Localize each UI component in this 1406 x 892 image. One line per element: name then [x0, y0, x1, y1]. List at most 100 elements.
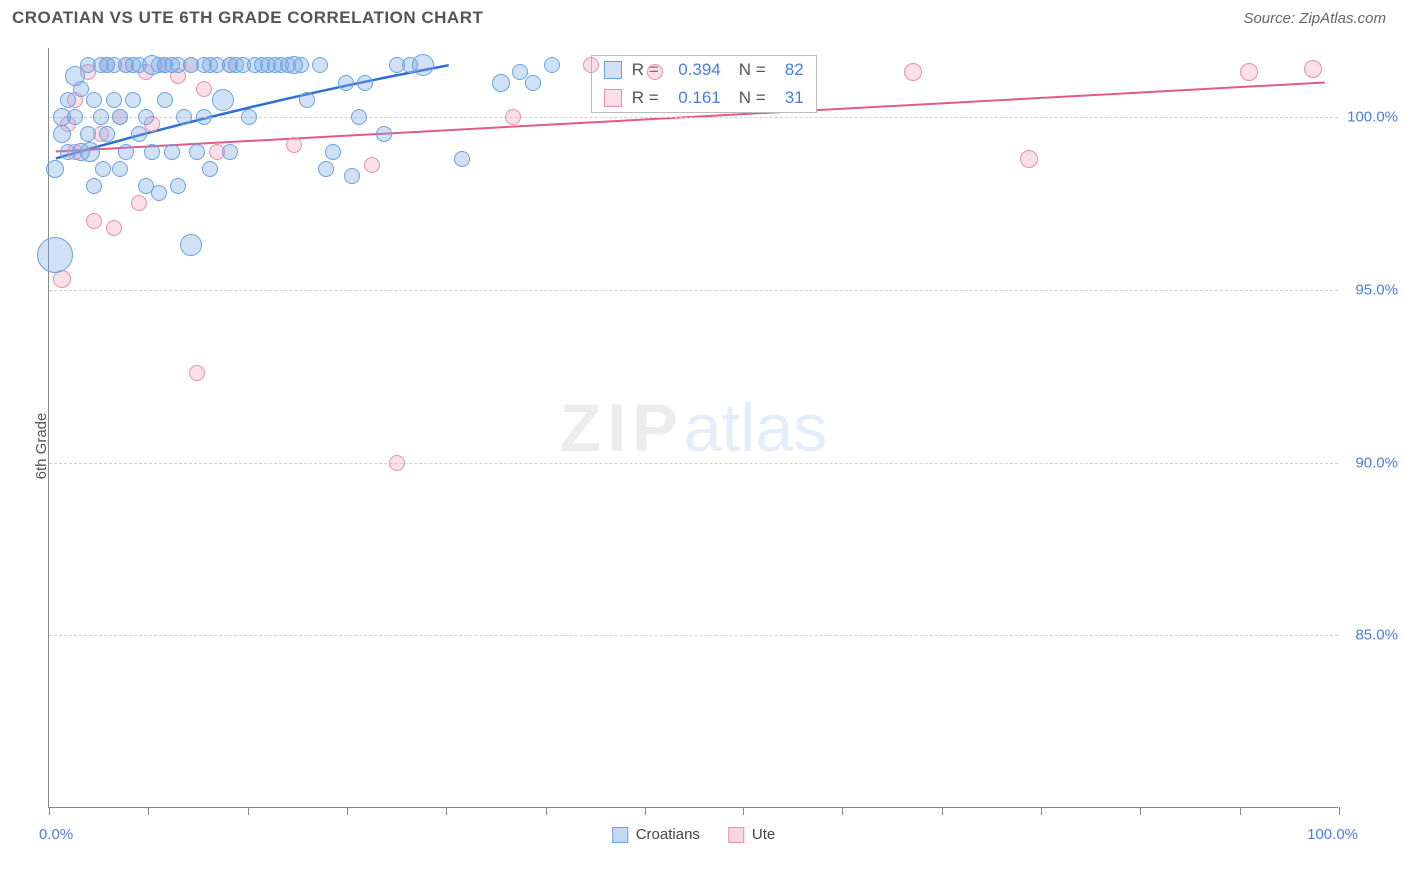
data-point [106, 220, 122, 236]
data-point [312, 57, 328, 73]
data-point [164, 144, 180, 160]
x-tick [942, 807, 943, 815]
x-tick [248, 807, 249, 815]
data-point [151, 185, 167, 201]
x-axis-min: 0.0% [39, 826, 73, 843]
watermark-zip: ZIP [560, 390, 684, 466]
x-tick [347, 807, 348, 815]
data-point [189, 365, 205, 381]
x-axis-max: 100.0% [1307, 826, 1358, 843]
data-point [904, 63, 922, 81]
legend-swatch [612, 827, 628, 843]
grid-line [49, 463, 1338, 464]
legend-swatch [604, 89, 622, 107]
data-point [357, 75, 373, 91]
data-point [144, 144, 160, 160]
n-label: N = [739, 88, 766, 108]
data-point [454, 151, 470, 167]
data-point [106, 92, 122, 108]
data-point [93, 109, 109, 125]
data-point [351, 109, 367, 125]
data-point [170, 178, 186, 194]
data-point [196, 109, 212, 125]
correlation-row: R = 0.161 N = 31 [592, 84, 816, 112]
y-tick-label: 95.0% [1355, 281, 1398, 298]
correlation-row: R =0.394N =82 [592, 56, 816, 84]
legend-swatch [604, 61, 622, 79]
data-point [189, 144, 205, 160]
data-point [86, 178, 102, 194]
n-value: 31 [776, 88, 804, 108]
legend-swatch [728, 827, 744, 843]
series-legend: Croatians Ute [612, 826, 776, 843]
data-point [80, 142, 100, 162]
x-tick [148, 807, 149, 815]
data-point [95, 161, 111, 177]
legend-item: Ute [728, 826, 775, 843]
data-point [1304, 60, 1322, 78]
x-tick [645, 807, 646, 815]
data-point [67, 109, 83, 125]
data-point [299, 92, 315, 108]
data-point [286, 137, 302, 153]
x-tick [1140, 807, 1141, 815]
data-point [131, 195, 147, 211]
legend-label: Croatians [636, 826, 700, 843]
data-point [46, 160, 64, 178]
x-tick [743, 807, 744, 815]
data-point [376, 126, 392, 142]
data-point [412, 54, 434, 76]
x-tick [1240, 807, 1241, 815]
data-point [293, 57, 309, 73]
data-point [138, 109, 154, 125]
source-label: Source: ZipAtlas.com [1243, 10, 1386, 27]
data-point [241, 109, 257, 125]
watermark-atlas: atlas [684, 390, 828, 466]
correlation-legend: R =0.394N =82 R = 0.161 N = 31 [591, 55, 817, 113]
data-point [318, 161, 334, 177]
data-point [37, 237, 73, 273]
data-point [647, 64, 663, 80]
data-point [86, 92, 102, 108]
data-point [196, 81, 212, 97]
y-tick-label: 85.0% [1355, 627, 1398, 644]
data-point [325, 144, 341, 160]
legend-item: Croatians [612, 826, 700, 843]
data-point [583, 57, 599, 73]
y-tick-label: 100.0% [1347, 109, 1398, 126]
data-point [505, 109, 521, 125]
x-tick [49, 807, 50, 815]
data-point [112, 109, 128, 125]
data-point [389, 455, 405, 471]
n-value: 82 [776, 60, 804, 80]
x-tick [842, 807, 843, 815]
data-point [525, 75, 541, 91]
x-tick [1041, 807, 1042, 815]
data-point [202, 161, 218, 177]
r-label: R = [632, 88, 659, 108]
data-point [176, 109, 192, 125]
watermark: ZIPatlas [560, 389, 827, 467]
data-point [212, 89, 234, 111]
data-point [180, 234, 202, 256]
data-point [364, 157, 380, 173]
data-point [86, 213, 102, 229]
data-point [1020, 150, 1038, 168]
data-point [112, 161, 128, 177]
legend-label: Ute [752, 826, 775, 843]
r-value: 0.161 [669, 88, 721, 108]
data-point [53, 125, 71, 143]
data-point [1240, 63, 1258, 81]
grid-line [49, 635, 1338, 636]
data-point [222, 144, 238, 160]
y-tick-label: 90.0% [1355, 454, 1398, 471]
data-point [492, 74, 510, 92]
r-value: 0.394 [669, 60, 721, 80]
scatter-plot: ZIPatlas R =0.394N =82R =0.161N =31 Croa… [48, 48, 1338, 808]
data-point [338, 75, 354, 91]
x-tick [446, 807, 447, 815]
x-tick [1339, 807, 1340, 815]
data-point [80, 126, 96, 142]
chart-title: CROATIAN VS UTE 6TH GRADE CORRELATION CH… [12, 8, 483, 28]
trend-lines [49, 48, 1338, 807]
